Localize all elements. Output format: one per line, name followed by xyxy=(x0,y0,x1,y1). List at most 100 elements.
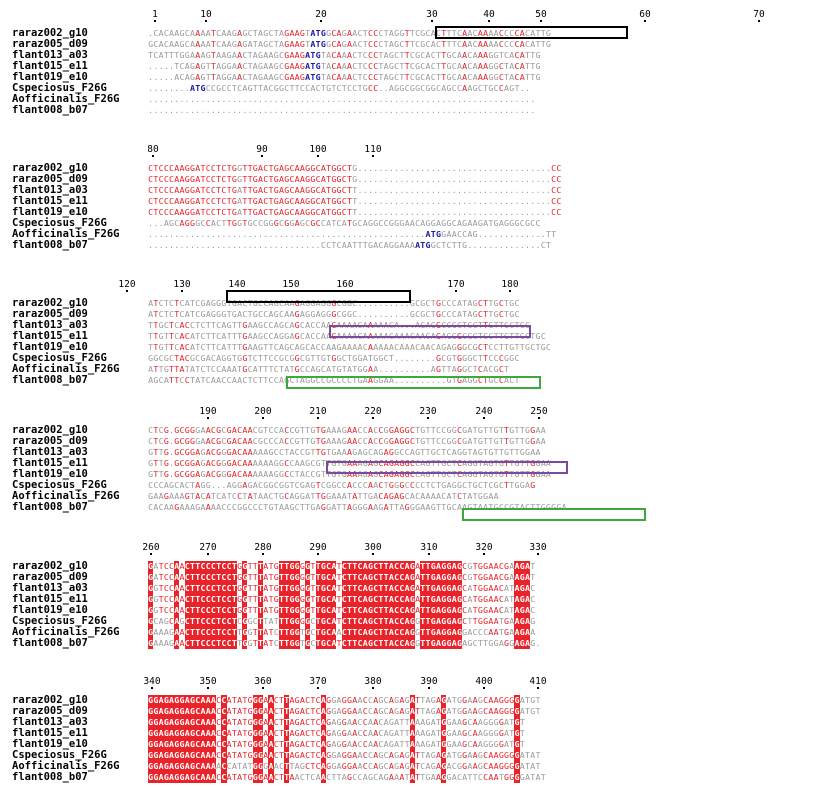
sequence-name: flant015_e11 xyxy=(12,195,88,207)
ruler-position-label: 90 xyxy=(256,144,268,155)
sequence-name: flant008_b07 xyxy=(12,637,88,649)
ruler-position-label: 230 xyxy=(419,406,437,417)
ruler-position-label: 350 xyxy=(199,676,217,687)
ruler-tick xyxy=(644,20,646,22)
sequence-names: raraz002_g10 raraz005_d09 flant013_a03 flan… xyxy=(12,298,119,386)
sequence-name: raraz002_g10 xyxy=(12,424,88,436)
ruler-tick xyxy=(151,687,153,689)
ruler-position-label: 120 xyxy=(118,279,136,290)
ruler-position-label: 260 xyxy=(142,542,160,553)
ruler-tick xyxy=(262,687,264,689)
sequence-name: flant019_e10 xyxy=(12,738,88,750)
ruler-tick xyxy=(428,687,430,689)
ruler-position-label: 240 xyxy=(475,406,493,417)
ruler-tick xyxy=(540,20,542,22)
ruler-position-label: 1 xyxy=(152,9,158,20)
position-ruler: 260 270 280 290 300 310 320 330 xyxy=(0,543,837,561)
ruler-position-label: 190 xyxy=(199,406,217,417)
position-ruler: 340 350 360 370 380 390 400 410 xyxy=(0,677,837,695)
ruler-position-label: 140 xyxy=(228,279,246,290)
sequence-name: raraz005_d09 xyxy=(12,571,88,583)
alignment-block-4: 190 200 210 220 230 240 250 raraz002_g10 raraz00… xyxy=(0,406,837,521)
sequence-name: Cspeciosus_F26G xyxy=(12,352,107,364)
sequence-name: Cspeciosus_F26G xyxy=(12,749,107,761)
ruler-tick xyxy=(262,417,264,419)
ruler-tick xyxy=(317,553,319,555)
ruler-position-label: 20 xyxy=(315,9,327,20)
primer-box-purple xyxy=(329,325,531,338)
ruler-position-label: 280 xyxy=(254,542,272,553)
ruler-position-label: 410 xyxy=(529,676,547,687)
ruler-position-label: 340 xyxy=(143,676,161,687)
primer-box-black xyxy=(226,290,411,303)
sequence-name: Aofficinalis_F26G xyxy=(12,228,120,240)
sequence-name: Aofficinalis_F26G xyxy=(12,490,120,502)
sequence-name: flant013_a03 xyxy=(12,582,88,594)
ruler-position-label: 290 xyxy=(309,542,327,553)
sequence-name: raraz002_g10 xyxy=(12,27,88,39)
primer-box-black xyxy=(435,26,628,39)
ruler-tick xyxy=(488,20,490,22)
ruler-tick xyxy=(483,687,485,689)
ruler-position-label: 320 xyxy=(475,542,493,553)
position-ruler: 1 10 20 30 40 50 60 70 xyxy=(0,10,837,28)
ruler-position-label: 210 xyxy=(309,406,327,417)
ruler-position-label: 200 xyxy=(254,406,272,417)
ruler-tick xyxy=(538,417,540,419)
ruler-position-label: 130 xyxy=(173,279,191,290)
ruler-tick xyxy=(181,290,183,292)
ruler-tick xyxy=(509,290,511,292)
ruler-position-label: 250 xyxy=(530,406,548,417)
ruler-tick xyxy=(261,155,263,157)
ruler-position-label: 60 xyxy=(639,9,651,20)
ruler-position-label: 70 xyxy=(753,9,765,20)
position-ruler: 80 90 100 110 xyxy=(0,145,837,163)
sequence-name: raraz002_g10 xyxy=(12,162,88,174)
ruler-position-label: 30 xyxy=(426,9,438,20)
ruler-tick xyxy=(152,155,154,157)
ruler-tick xyxy=(126,290,128,292)
sequence-name: raraz005_d09 xyxy=(12,173,88,185)
ruler-position-label: 80 xyxy=(147,144,159,155)
ruler-position-label: 270 xyxy=(199,542,217,553)
sequence-name: raraz002_g10 xyxy=(12,560,88,572)
sequence-names: raraz002_g10 raraz005_d09 flant013_a03 flan… xyxy=(12,28,119,116)
ruler-tick xyxy=(483,553,485,555)
ruler-tick xyxy=(150,553,152,555)
sequence-name: Cspeciosus_F26G xyxy=(12,217,107,229)
ruler-tick xyxy=(317,155,319,157)
ruler-position-label: 380 xyxy=(364,676,382,687)
ruler-position-label: 330 xyxy=(529,542,547,553)
position-ruler: 120 130 140 150 160 170 180 xyxy=(0,280,837,298)
ruler-position-label: 110 xyxy=(364,144,382,155)
sequence-name: flant019_e10 xyxy=(12,71,88,83)
